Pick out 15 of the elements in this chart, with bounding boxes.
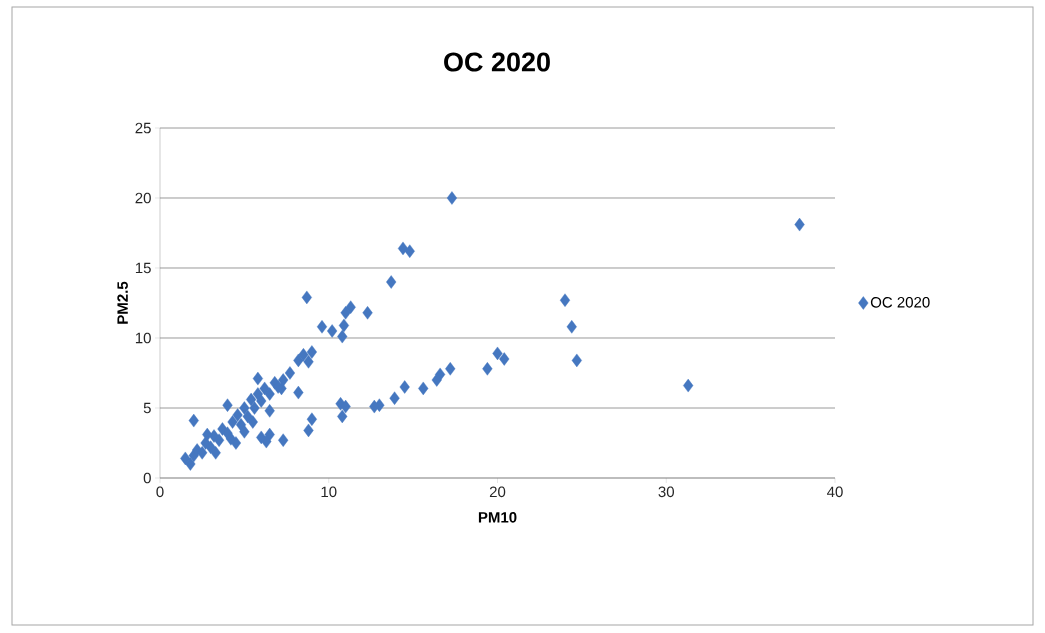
- x-tick-label: 0: [156, 486, 164, 498]
- x-tick-label: 40: [827, 486, 843, 498]
- y-tick-label: 15: [135, 262, 151, 274]
- x-tick-label: 20: [489, 486, 506, 498]
- y-tick-label: 10: [135, 332, 151, 344]
- y-tick-label: 20: [135, 192, 151, 204]
- y-axis-title: PM2.5: [117, 281, 128, 324]
- y-tick-label: 5: [143, 402, 151, 414]
- y-tick-label: 0: [143, 472, 151, 484]
- x-axis-title: PM10: [478, 512, 517, 523]
- x-tick-label: 30: [658, 486, 674, 498]
- legend-label: OC 2020: [870, 297, 930, 308]
- x-tick-label: 10: [321, 486, 337, 498]
- y-tick-label: 25: [135, 122, 151, 134]
- chart-title: OC 2020: [444, 52, 550, 72]
